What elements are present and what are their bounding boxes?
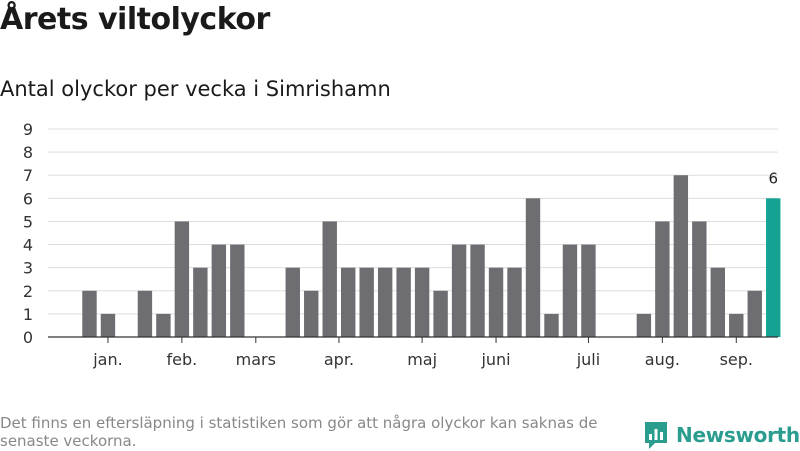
bar: [525, 198, 541, 337]
bar: [451, 244, 467, 337]
bar: [692, 221, 707, 337]
y-tick-label: 4: [23, 236, 33, 255]
y-tick-label: 9: [23, 120, 33, 139]
x-tick-label: maj: [407, 350, 437, 369]
bar: [100, 313, 116, 337]
bar: [230, 244, 245, 337]
bar: [304, 290, 319, 337]
x-tick-label: sep.: [720, 350, 753, 369]
bar: [673, 175, 689, 337]
bar: [322, 221, 337, 337]
x-tick-label: feb.: [167, 350, 198, 369]
chart-title: Årets viltolyckor: [0, 2, 270, 37]
bar: [211, 244, 227, 337]
bar: [156, 313, 171, 337]
y-tick-label: 6: [23, 189, 33, 208]
bar-chart: 0 1 2 3 4 5 6 7 8 9 6 jan. feb. mars apr. maj juni juli au…: [23, 120, 781, 369]
y-tick-label: 8: [23, 143, 33, 162]
bar: [414, 267, 430, 337]
y-tick-label: 1: [23, 305, 33, 324]
y-tick-label: 3: [23, 259, 33, 278]
bar: [581, 244, 596, 337]
data-label: 6: [768, 169, 778, 187]
x-tick-label: mars: [236, 350, 276, 369]
bar: [636, 313, 652, 337]
bar: [359, 267, 374, 337]
newsworthy-logo-text: Newsworthy: [676, 423, 800, 447]
bar: [377, 267, 393, 337]
y-tick-label: 5: [23, 212, 33, 231]
x-tick-label: juni: [480, 350, 510, 369]
bar: [507, 267, 522, 337]
chart-subtitle: Antal olyckor per vecka i Simrishamn: [0, 77, 391, 101]
bar: [562, 244, 578, 337]
bar: [710, 267, 725, 337]
x-tick-label: juli: [576, 350, 600, 369]
x-tick-label: apr.: [324, 350, 354, 369]
bar: [396, 267, 411, 337]
bar: [488, 267, 504, 337]
bar: [82, 290, 97, 337]
bar: [655, 221, 670, 337]
y-tick-label: 2: [23, 282, 33, 301]
bar: [470, 244, 485, 337]
footnote: Det finns en eftersläpning i statistiken…: [0, 414, 598, 450]
newsworthy-logo-icon: [645, 422, 667, 449]
bar: [193, 267, 208, 337]
bar: [544, 313, 559, 337]
y-tick-label: 7: [23, 166, 33, 185]
bar-highlight: [766, 198, 781, 337]
newsworthy-logo[interactable]: Newsworthy: [643, 419, 800, 451]
bar: [285, 267, 300, 337]
bar: [747, 290, 762, 337]
bar: [174, 221, 190, 337]
x-tick-label: jan.: [92, 350, 122, 369]
bar: [729, 313, 744, 337]
x-tick-label: aug.: [645, 350, 680, 369]
bar: [137, 290, 153, 337]
bar: [433, 290, 448, 337]
y-tick-label: 0: [23, 328, 33, 347]
bar: [341, 267, 356, 337]
